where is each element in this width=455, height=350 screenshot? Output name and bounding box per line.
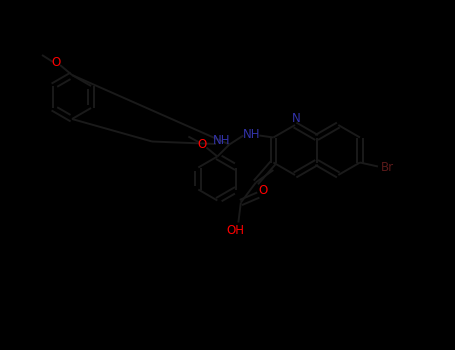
Text: NH: NH [243, 128, 260, 141]
Text: Br: Br [380, 161, 394, 174]
Text: NH: NH [213, 133, 231, 147]
Text: OH: OH [226, 224, 244, 237]
Text: N: N [292, 112, 300, 126]
Text: O: O [259, 184, 268, 197]
Text: O: O [198, 138, 207, 151]
Text: O: O [51, 56, 61, 70]
